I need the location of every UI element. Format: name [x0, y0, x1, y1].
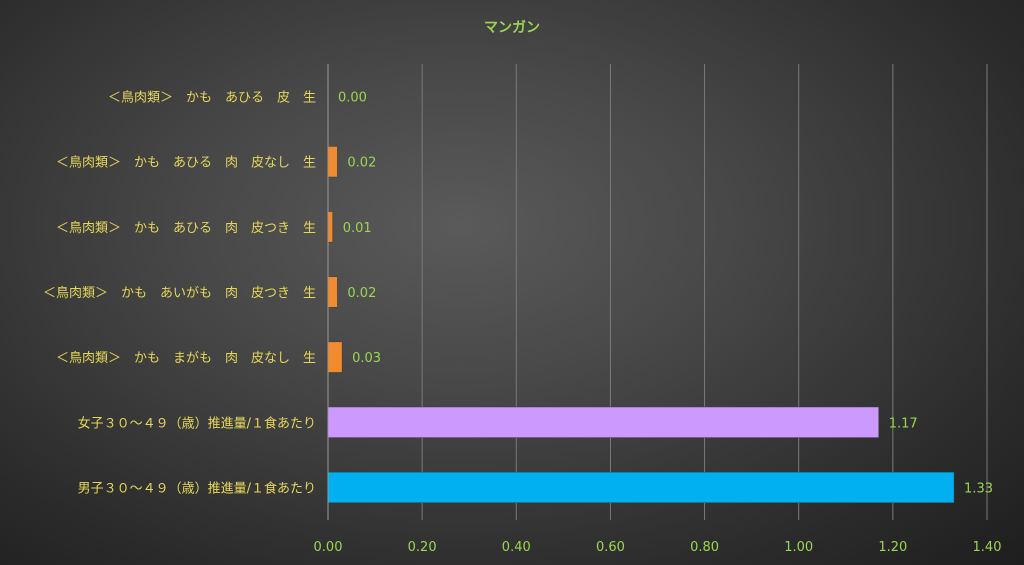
chart-title: マンガン	[484, 20, 540, 36]
data-label: 1.17	[889, 416, 918, 431]
x-tick-label: 1.00	[784, 540, 813, 555]
category-label: ＜鳥肉類＞ かも まがも 肉 皮なし 生	[56, 351, 316, 366]
bars	[327, 146, 955, 503]
x-tick-label: 0.40	[502, 540, 531, 555]
bar	[327, 471, 955, 503]
category-label: 男子３０～４９（歳）推進量/１食あたり	[78, 480, 316, 496]
data-labels: 0.00 0.02 0.01 0.02 0.03 1.17 1.33	[338, 91, 993, 497]
x-tick-label: 1.20	[878, 540, 907, 555]
category-label: ＜鳥肉類＞ かも あひる 皮 生	[108, 91, 316, 106]
x-tick-label: 1.40	[973, 540, 1002, 555]
data-label: 0.02	[347, 156, 376, 171]
bar	[327, 276, 338, 308]
x-tick-label: 0.80	[690, 540, 719, 555]
category-label: 女子３０～４９（歳）推進量/１食あたり	[78, 415, 316, 431]
x-tick-label: 0.00	[314, 540, 343, 555]
category-labels: ＜鳥肉類＞ かも あひる 皮 生 ＜鳥肉類＞ かも あひる 肉 皮なし 生 ＜鳥肉類…	[43, 91, 316, 497]
bar	[327, 341, 343, 373]
gridlines	[421, 64, 988, 520]
x-tick-label: 0.60	[596, 540, 625, 555]
bar	[327, 146, 338, 178]
data-label: 0.01	[343, 221, 372, 236]
data-label: 0.00	[338, 91, 367, 106]
data-label: 0.02	[347, 286, 376, 301]
category-label: ＜鳥肉類＞ かも あひる 肉 皮なし 生	[56, 156, 316, 171]
bar	[327, 211, 333, 243]
data-label: 1.33	[964, 481, 993, 496]
x-tick-label: 0.20	[408, 540, 437, 555]
x-axis-tick-labels: 0.00 0.20 0.40 0.60 0.80 1.00 1.20 1.40	[314, 540, 1002, 555]
data-label: 0.03	[352, 351, 381, 366]
bar	[327, 406, 879, 438]
category-label: ＜鳥肉類＞ かも あひる 肉 皮つき 生	[56, 221, 316, 236]
category-label: ＜鳥肉類＞ かも あいがも 肉 皮つき 生	[43, 286, 316, 301]
